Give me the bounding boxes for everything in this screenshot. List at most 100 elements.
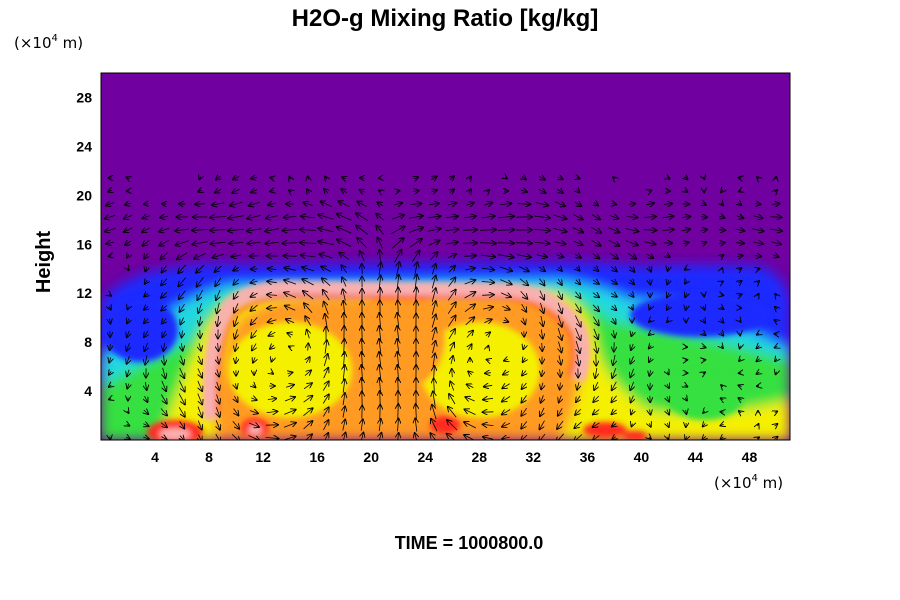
wind-vector: [663, 204, 672, 205]
wind-vector: [105, 229, 116, 232]
wind-vector: [161, 291, 168, 298]
y-axis-label: Height: [33, 231, 55, 294]
wind-vector: [412, 251, 420, 262]
wind-vector: [540, 420, 545, 430]
wind-vector: [523, 358, 526, 362]
wind-vector: [576, 395, 580, 402]
wind-vector: [719, 243, 725, 244]
wind-vector: [124, 228, 133, 232]
wind-vector: [302, 267, 315, 271]
wind-vector: [612, 381, 617, 390]
surface-cell-red: [430, 416, 460, 434]
surface-cell-red: [583, 422, 627, 438]
wind-vector: [613, 330, 615, 337]
wind-vector: [210, 216, 227, 217]
wind-vector: [106, 242, 114, 244]
moist-cell-orange: [355, 290, 445, 390]
wind-vector: [775, 294, 776, 296]
surface-cell-pink: [248, 425, 262, 435]
wind-vector: [485, 373, 491, 374]
wind-vector: [343, 379, 345, 393]
wind-vector: [217, 356, 219, 363]
wind-vector: [321, 266, 331, 272]
wind-vector: [272, 358, 273, 361]
wind-vector: [397, 433, 398, 440]
wind-vector: [378, 238, 383, 249]
wind-vector: [517, 255, 531, 258]
wind-vector: [739, 178, 742, 179]
wind-vector: [718, 230, 726, 231]
wind-vector: [630, 280, 634, 285]
wind-vector: [282, 243, 298, 244]
wind-vector: [322, 381, 328, 391]
wind-vector: [198, 355, 201, 364]
wind-vector: [360, 190, 365, 192]
wind-vector: [408, 228, 423, 233]
wind-vector: [593, 410, 600, 415]
wind-vector: [704, 177, 705, 179]
wind-vector: [721, 190, 723, 192]
wind-vector: [667, 320, 669, 322]
x-tick-label: 40: [634, 449, 650, 465]
wind-vector: [432, 315, 436, 328]
wind-vector: [235, 329, 238, 338]
wind-vector: [322, 278, 331, 287]
wind-vector: [559, 395, 562, 403]
wind-vector: [319, 254, 333, 259]
wind-vector: [541, 382, 543, 390]
y-tick-label: 28: [76, 89, 92, 105]
wind-vector: [739, 320, 740, 322]
wind-vector: [649, 346, 651, 349]
wind-vector: [517, 204, 531, 205]
wind-vector: [685, 268, 687, 270]
wind-vector: [324, 354, 327, 367]
wind-vector: [557, 420, 564, 429]
wind-vector: [592, 304, 599, 311]
wind-vector: [533, 229, 550, 230]
wind-vector: [127, 307, 128, 310]
wind-vector: [755, 204, 760, 205]
wind-vector: [662, 216, 673, 218]
wind-vector: [180, 421, 185, 428]
wind-vector: [502, 423, 511, 427]
wind-vector: [361, 433, 364, 440]
wind-vector: [720, 424, 723, 425]
wind-vector: [233, 279, 238, 284]
wind-vector: [703, 411, 705, 413]
y-tick-label: 12: [76, 285, 92, 301]
wind-vector: [432, 264, 435, 275]
wind-vector: [144, 253, 148, 258]
wind-vector: [248, 242, 261, 243]
wind-vector: [757, 333, 759, 334]
y-tick-label: 24: [76, 138, 92, 154]
wind-vector: [681, 217, 691, 218]
wind-vector: [649, 423, 651, 426]
wind-vector: [703, 333, 706, 335]
wind-vector: [127, 411, 128, 413]
wind-vector: [164, 355, 165, 364]
wind-vector: [144, 306, 148, 309]
wind-vector: [231, 255, 241, 257]
wind-vector: [251, 317, 258, 324]
wind-vector: [702, 203, 706, 205]
wind-vector: [685, 293, 687, 297]
wind-vector: [574, 303, 580, 313]
wind-vector: [393, 203, 402, 205]
x-tick-label: 48: [742, 449, 758, 465]
wind-vector: [739, 385, 742, 386]
wind-vector: [163, 343, 164, 351]
wind-vector: [251, 190, 258, 193]
wind-vector: [215, 265, 222, 272]
wind-vector: [143, 437, 148, 439]
wind-vector: [735, 229, 745, 231]
wind-vector: [379, 276, 380, 289]
wind-vector: [324, 189, 328, 193]
wind-vector: [322, 407, 328, 417]
wind-vector: [145, 280, 148, 284]
wind-vector: [362, 264, 363, 275]
wind-vector: [251, 177, 257, 178]
wind-vector: [465, 397, 475, 401]
wind-vector: [487, 360, 490, 361]
wind-vector: [197, 289, 203, 300]
